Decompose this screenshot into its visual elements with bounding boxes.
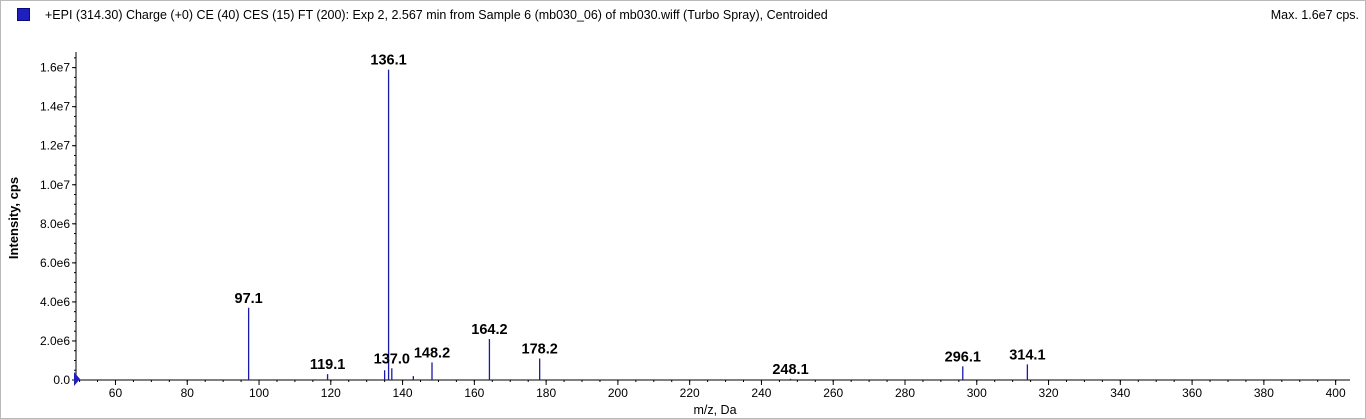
x-tick-label: 240: [751, 386, 771, 400]
max-intensity-label: Max. 1.6e7 cps.: [1270, 8, 1359, 22]
x-tick-label: 300: [967, 386, 987, 400]
x-tick-label: 140: [393, 386, 413, 400]
y-tick-label: 1.4e7: [40, 100, 70, 114]
y-axis-marker-icon[interactable]: [74, 372, 80, 386]
y-tick-label: 4.0e6: [40, 295, 70, 309]
peak-label: 137.0: [374, 351, 410, 367]
x-axis-title: m/z, Da: [693, 403, 736, 417]
peak-label: 148.2: [414, 345, 450, 361]
spectrum-title: +EPI (314.30) Charge (+0) CE (40) CES (1…: [45, 8, 828, 22]
peak-label: 296.1: [945, 349, 981, 365]
peak-label: 97.1: [235, 291, 263, 307]
peak-label: 314.1: [1009, 347, 1045, 363]
x-tick-label: 200: [608, 386, 628, 400]
plot-axes: 0.0 2.0e6 4.0e6 6.0e6 8.0e6 1.0e7 1.2e7 1.4e7 1.…: [40, 52, 1350, 400]
y-tick-label: 8.0e6: [40, 217, 70, 231]
x-tick-label: 60: [109, 386, 123, 400]
x-tick-label: 180: [536, 386, 556, 400]
x-tick-label: 380: [1254, 386, 1274, 400]
x-tick-label: 100: [249, 386, 269, 400]
x-tick-label: 160: [464, 386, 484, 400]
peak-label: 119.1: [310, 357, 346, 373]
x-tick-label: 320: [1039, 386, 1059, 400]
spectrum-header: +EPI (314.30) Charge (+0) CE (40) CES (1…: [1, 1, 1365, 29]
y-tick-label: 1.6e7: [40, 61, 70, 75]
peak-labels: 97.1 119.1 136.1 137.0 148.2 164.2 178.2 248.1 2…: [235, 53, 1046, 378]
peak-label: 164.2: [471, 322, 507, 338]
x-tick-label: 220: [680, 386, 700, 400]
peak-label: 178.2: [522, 342, 558, 358]
peak-label: 136.1: [370, 53, 406, 69]
y-tick-label: 1.0e7: [40, 178, 70, 192]
x-tick-label: 80: [181, 386, 195, 400]
peak-label: 248.1: [772, 362, 808, 378]
series-color-swatch[interactable]: [17, 8, 30, 21]
x-tick-label: 120: [321, 386, 341, 400]
y-tick-label: 2.0e6: [40, 334, 70, 348]
y-tick-label: 6.0e6: [40, 256, 70, 270]
y-tick-label: 0.0: [53, 373, 70, 387]
x-tick-label: 260: [823, 386, 843, 400]
x-tick-label: 340: [1110, 386, 1130, 400]
y-axis-title: Intensity, cps: [6, 177, 21, 259]
x-tick-label: 360: [1182, 386, 1202, 400]
x-tick-label: 280: [895, 386, 915, 400]
peak-series: [247, 69, 1029, 380]
x-tick-label: 400: [1326, 386, 1346, 400]
y-tick-label: 1.2e7: [40, 139, 70, 153]
